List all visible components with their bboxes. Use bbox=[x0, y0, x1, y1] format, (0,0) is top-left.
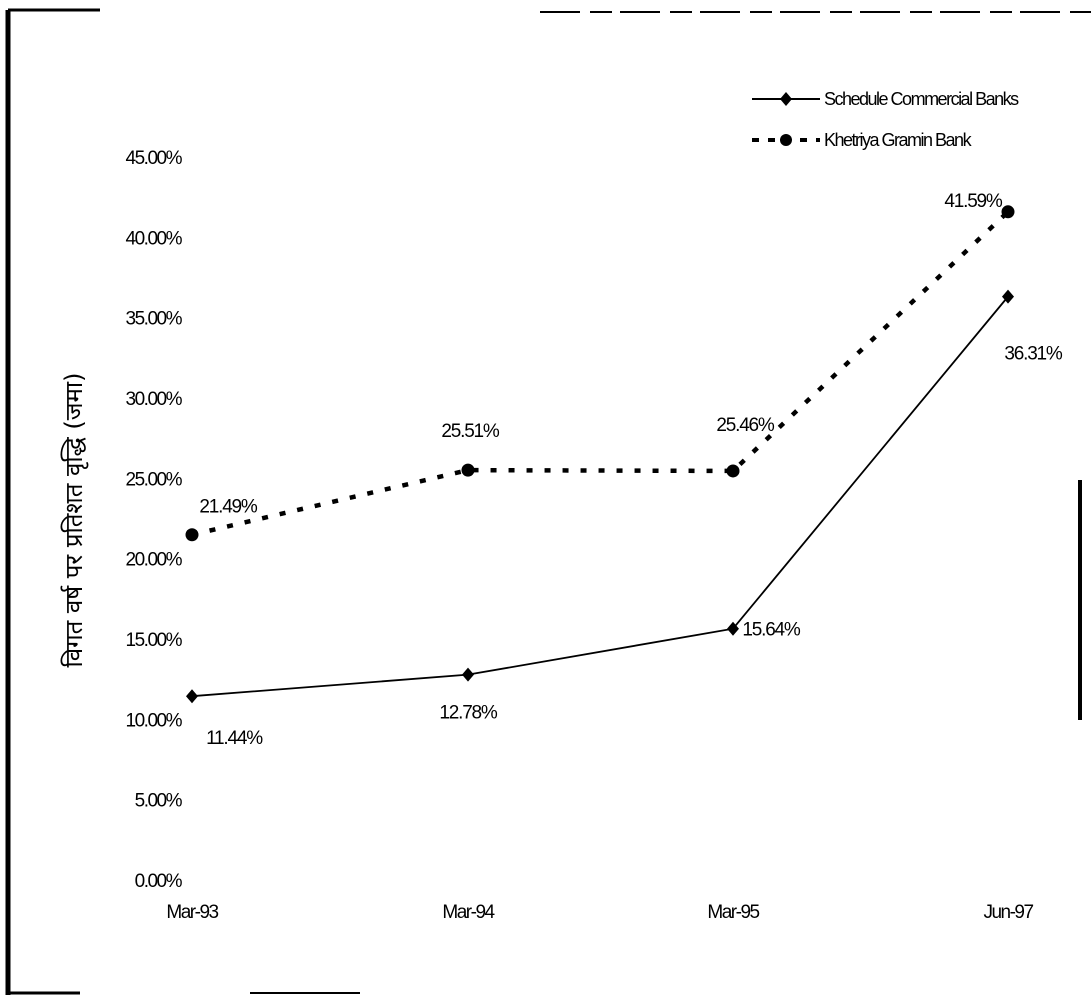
data-label-series-1: 15.64% bbox=[742, 620, 801, 641]
data-label-series-2: 41.59% bbox=[944, 191, 1003, 212]
series-2-point bbox=[461, 463, 475, 477]
y-tick-label: 0.00% bbox=[135, 871, 183, 892]
series-1-point bbox=[727, 621, 739, 636]
data-labels: 11.44% 12.78% 15.64% 36.31% 21.49% 25.51% 25.4… bbox=[199, 191, 1064, 749]
y-tick-label: 20.00% bbox=[126, 550, 183, 571]
y-axis-ticks: 0.00% 5.00% 10.00% 15.00% 20.00% 25.00% 30.00%… bbox=[126, 148, 185, 892]
data-label-series-1: 36.31% bbox=[1004, 344, 1063, 365]
legend-label-series-2: Khetriya Gramin Bank bbox=[824, 130, 973, 150]
x-tick-label: Mar-94 bbox=[442, 902, 495, 923]
data-label-series-1: 12.78% bbox=[439, 703, 498, 724]
x-tick-label: Jun-97 bbox=[983, 902, 1033, 923]
series-1-point bbox=[1002, 289, 1014, 304]
legend: Schedule Commercial Banks Khetriya Grami… bbox=[752, 89, 1021, 150]
y-tick-label: 30.00% bbox=[126, 389, 183, 410]
y-tick-label: 15.00% bbox=[126, 630, 183, 651]
series-lines bbox=[191, 210, 1010, 698]
data-label-series-1: 11.44% bbox=[206, 728, 263, 749]
y-tick-label: 45.00% bbox=[126, 148, 183, 169]
x-axis-ticks: Mar-93 Mar-94 Mar-95 Jun-97 bbox=[166, 902, 1035, 923]
y-tick-label: 40.00% bbox=[126, 228, 183, 249]
y-tick-label: 35.00% bbox=[126, 309, 183, 330]
series-2-point bbox=[185, 528, 199, 542]
series-line-1 bbox=[191, 296, 1009, 698]
legend-label-series-1: Schedule Commercial Banks bbox=[824, 89, 1019, 109]
y-axis-title: विगत वर्ष पर प्रतिशत वृद्धि (जमा) bbox=[60, 373, 89, 668]
series-markers bbox=[185, 205, 1015, 704]
x-tick-label: Mar-95 bbox=[707, 902, 759, 923]
series-1-point bbox=[186, 689, 198, 704]
series-1-point bbox=[462, 667, 474, 682]
series-line-2 bbox=[191, 210, 1010, 537]
y-tick-label: 10.00% bbox=[126, 710, 183, 731]
series-2-point bbox=[1001, 205, 1015, 219]
y-tick-label: 5.00% bbox=[135, 791, 183, 812]
data-label-series-2: 25.46% bbox=[716, 415, 775, 436]
y-tick-label: 25.00% bbox=[126, 469, 183, 490]
legend-marker-series-1 bbox=[780, 92, 792, 106]
legend-marker-series-2 bbox=[780, 134, 792, 146]
data-label-series-2: 21.49% bbox=[199, 497, 258, 518]
data-label-series-2: 25.51% bbox=[441, 421, 500, 442]
x-tick-label: Mar-93 bbox=[166, 902, 218, 923]
series-2-point bbox=[726, 464, 740, 478]
